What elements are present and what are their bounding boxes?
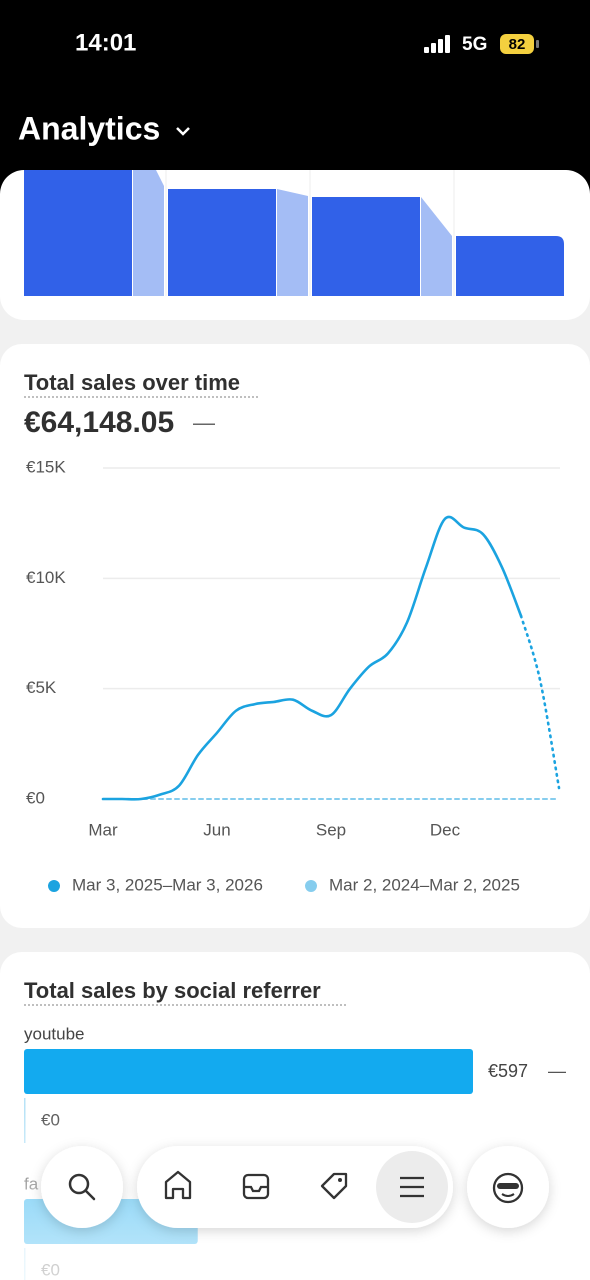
referrer-value: €597 [488,1061,528,1081]
battery-level: 82 [509,36,526,53]
nav-bar [137,1146,453,1228]
legend-label: Mar 3, 2025–Mar 3, 2026 [72,875,263,894]
x-tick-label: Mar [88,820,118,839]
time: 14:01 [75,29,136,56]
referrer-name: youtube [24,1024,85,1043]
signal-icon [424,35,450,53]
tag-button[interactable] [320,1172,348,1200]
card [0,344,590,928]
title-chevron[interactable] [176,127,190,136]
y-tick-label: €15K [26,457,66,476]
y-tick-label: €10K [26,568,66,587]
y-tick-label: €5K [26,678,57,697]
legend-label: Mar 2, 2024–Mar 2, 2025 [329,875,520,894]
home-button[interactable] [164,1170,192,1200]
x-tick-label: Dec [430,820,461,839]
x-tick-label: Jun [203,820,230,839]
page-title[interactable]: Analytics [18,110,160,146]
header-bg [0,0,590,200]
referrer-change: — [548,1061,566,1081]
section-title[interactable]: Total sales by social referrer [24,978,321,1003]
menu-button[interactable] [376,1151,448,1223]
battery [500,34,534,54]
legend-dot [305,880,317,892]
y-tick-label: €0 [26,788,45,807]
search-button[interactable] [41,1146,123,1228]
x-tick-label: Sep [316,820,346,839]
inbox-button[interactable] [242,1173,270,1200]
legend-dot [48,880,60,892]
referrer-bar [24,1049,473,1094]
chart-title[interactable]: Total sales over time [24,370,240,395]
profile-button[interactable] [467,1146,549,1228]
battery-tip [536,40,539,48]
change: — [193,410,215,435]
series-line [519,614,561,790]
funnel-bars [24,170,564,296]
network: 5G [462,34,487,55]
total: €64,148.05 [24,406,174,439]
series-line [101,515,523,801]
